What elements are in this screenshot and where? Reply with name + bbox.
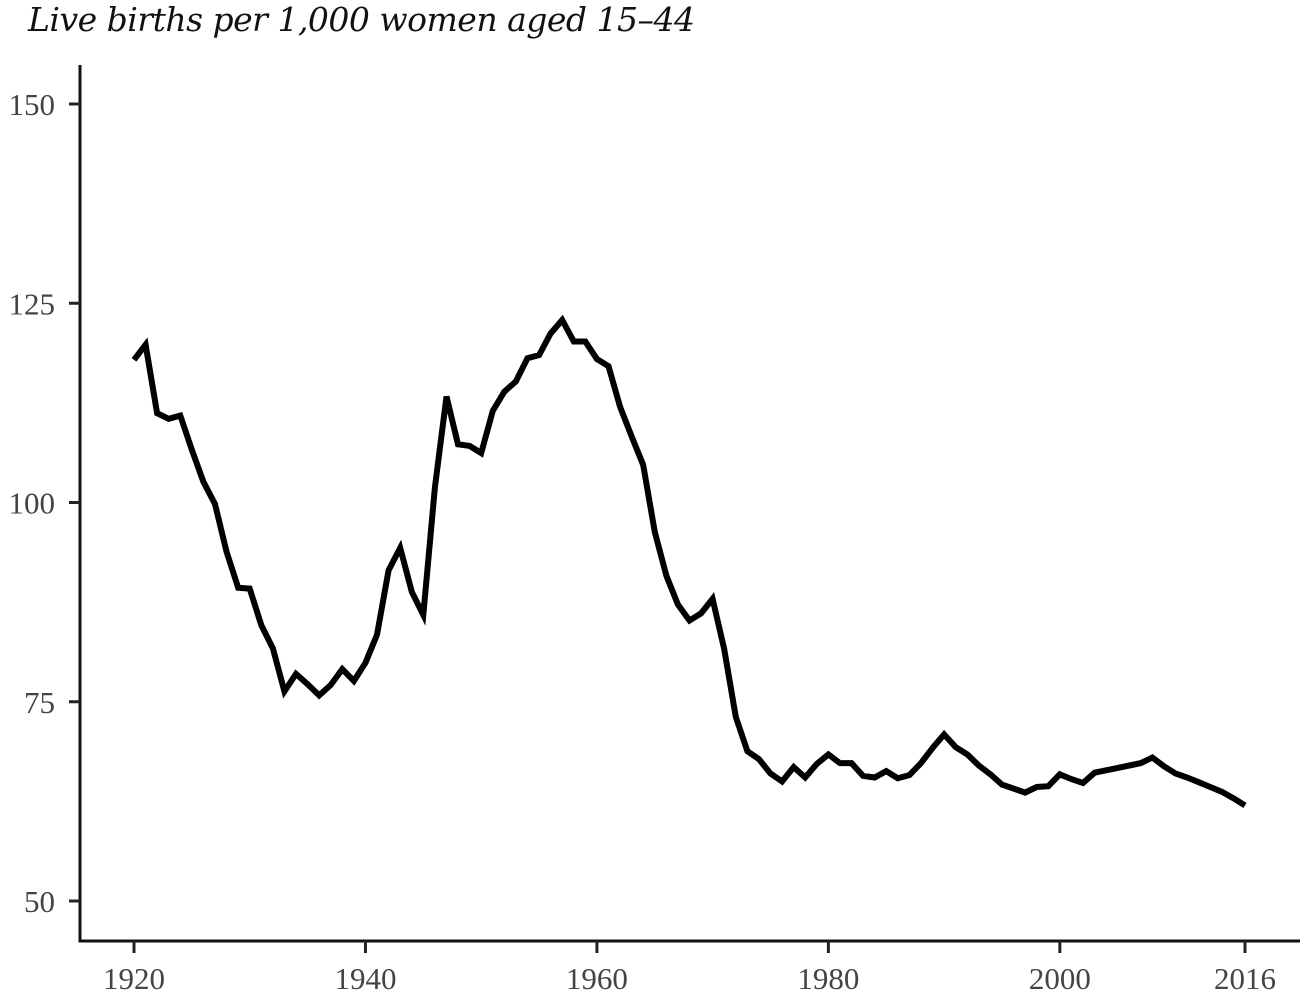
y-tick-label: 125 [9,286,56,321]
y-tick-label: 150 [9,87,56,122]
x-tick-label: 1960 [566,961,628,995]
fertility-rate-line [131,314,1247,808]
x-tick-label: 1980 [797,961,859,995]
x-axis-ticks: 1920 1940 1960 1980 2000 2016 [103,941,1276,995]
y-tick-label: 100 [9,486,56,521]
x-tick-label: 2000 [1029,961,1091,995]
y-tick-label: 50 [24,884,55,919]
x-tick-label: 2016 [1214,961,1276,995]
y-tick-label: 75 [24,685,55,720]
x-tick-label: 1920 [103,961,165,995]
x-tick-label: 1940 [334,961,396,995]
y-axis-ticks: 50 75 100 125 150 [9,87,80,919]
axes [78,65,1300,943]
chart-title: Live births per 1,000 women aged 15–44 [28,0,695,39]
